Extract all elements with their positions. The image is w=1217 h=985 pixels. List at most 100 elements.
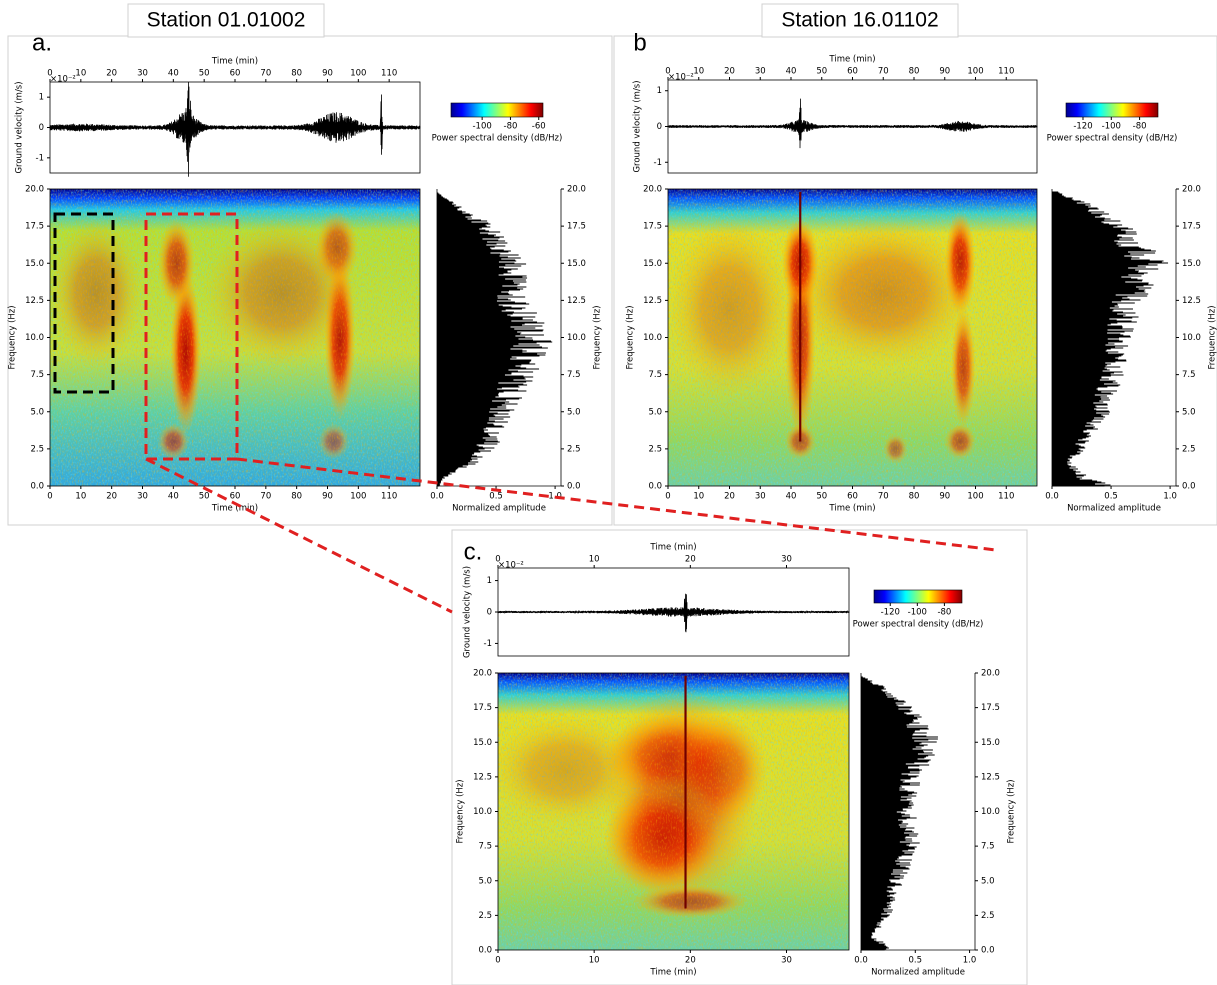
x-axis-label: Normalized amplitude (871, 968, 965, 978)
x-tick-label: 0 (495, 956, 500, 966)
y-tick-label: 0.0 (648, 482, 662, 492)
x-tick-label: 0 (495, 555, 500, 565)
y-axis-label: Frequency (Hz) (593, 305, 603, 369)
y-tick-label: 10.0 (643, 333, 662, 343)
x-tick-label: 100 (350, 492, 366, 502)
x-tick-label: 110 (381, 492, 397, 502)
y-tick-label: 7.5 (567, 370, 581, 380)
y-tick-label: 17.5 (25, 222, 44, 232)
y-tick-label: 7.5 (648, 370, 662, 380)
colorbar-tick-label: -100 (908, 608, 927, 618)
y-tick-label: 2.5 (1182, 444, 1196, 454)
y-tick-label: 12.5 (473, 772, 492, 782)
y-tick-label: 15.0 (567, 259, 586, 269)
highlight-box (53, 212, 115, 394)
y-tick-label: 20.0 (643, 185, 662, 195)
x-tick-label: 0 (665, 492, 670, 502)
x-tick-label: 20 (106, 492, 117, 502)
y-tick-label: 15.0 (643, 259, 662, 269)
y-tick-label: 12.5 (643, 296, 662, 306)
x-axis-label: Normalized amplitude (1067, 504, 1161, 514)
y-axis-label: Frequency (Hz) (1007, 779, 1017, 843)
x-tick-label: 30 (137, 69, 148, 79)
y-tick-label: 1 (657, 86, 662, 96)
zoom-line (145, 457, 453, 614)
x-axis-label: Time (min) (211, 57, 258, 67)
y-axis-label: Ground velocity (m/s) (463, 566, 473, 658)
panel-label: a. (32, 29, 52, 56)
y-tick-label: 2.5 (30, 444, 44, 454)
x-tick-label: 40 (168, 492, 179, 502)
y-tick-label: 1 (39, 93, 44, 103)
y-tick-label: 12.5 (981, 772, 1000, 782)
offset-label: ×10⁻² (50, 75, 76, 85)
y-tick-label: 2.5 (981, 911, 995, 921)
y-tick-label: 5.0 (567, 407, 581, 417)
colorbar-tick-label: -80 (1133, 122, 1147, 132)
x-axis-label: Normalized amplitude (452, 504, 546, 514)
colorbar-label: Power spectral density (dB/Hz) (432, 134, 563, 144)
y-tick-label: -1 (36, 153, 44, 163)
x-tick-label: 80 (291, 69, 302, 79)
y-tick-label: 0.0 (30, 482, 44, 492)
y-axis-label: Ground velocity (m/s) (633, 80, 643, 172)
x-tick-label: 0.0 (1045, 492, 1059, 502)
x-tick-label: 110 (381, 69, 397, 79)
highlight-box (144, 212, 239, 461)
x-tick-label: 30 (781, 956, 792, 966)
y-tick-label: 0.0 (1182, 482, 1196, 492)
amplitude-profile (861, 675, 938, 951)
x-tick-label: 50 (816, 67, 827, 77)
y-tick-label: -1 (484, 639, 492, 649)
x-tick-label: 0 (665, 67, 670, 77)
x-tick-label: 20 (685, 956, 696, 966)
spectrogram-noise (498, 673, 849, 950)
colorbar-label: Power spectral density (dB/Hz) (1047, 134, 1178, 144)
x-tick-label: 60 (847, 492, 858, 502)
x-tick-label: 30 (755, 67, 766, 77)
x-tick-label: 0.0 (854, 956, 868, 966)
colorbar (873, 589, 963, 604)
x-axis-label: Time (min) (828, 504, 875, 514)
x-tick-label: 60 (230, 69, 241, 79)
amplitude-profile (437, 191, 553, 487)
colorbar (450, 102, 544, 118)
x-axis-label: Time (min) (649, 968, 696, 978)
y-tick-label: 0 (39, 123, 44, 133)
y-tick-label: 20.0 (25, 185, 44, 195)
spectrogram-noise (668, 189, 1037, 486)
y-tick-label: 5.0 (30, 407, 44, 417)
x-tick-label: 70 (260, 492, 271, 502)
x-tick-label: 80 (291, 492, 302, 502)
y-tick-label: 10.0 (25, 333, 44, 343)
waveform (49, 81, 421, 177)
y-tick-label: -1 (654, 158, 662, 168)
y-tick-label: 2.5 (567, 444, 581, 454)
y-tick-label: 12.5 (1182, 296, 1201, 306)
x-tick-label: 10 (589, 555, 600, 565)
x-tick-label: 110 (998, 492, 1014, 502)
x-tick-label: 10 (589, 956, 600, 966)
y-tick-label: 12.5 (25, 296, 44, 306)
x-tick-label: 30 (755, 492, 766, 502)
station-title: Station 16.01102 (781, 9, 938, 32)
x-tick-label: 80 (909, 67, 920, 77)
x-tick-label: 0.5 (1104, 492, 1118, 502)
waveform (667, 98, 1038, 149)
offset-label: ×10⁻² (668, 73, 694, 83)
x-tick-label: 20 (724, 67, 735, 77)
x-tick-label: 0.5 (909, 956, 923, 966)
colorbar-tick-label: -80 (937, 608, 951, 618)
y-axis-label: Ground velocity (m/s) (15, 81, 25, 173)
x-tick-label: 0 (47, 69, 52, 79)
x-tick-label: 30 (781, 555, 792, 565)
y-tick-label: 17.5 (473, 703, 492, 713)
y-tick-label: 10.0 (567, 333, 586, 343)
y-tick-label: 7.5 (1182, 370, 1196, 380)
x-tick-label: 110 (998, 67, 1014, 77)
offset-label: ×10⁻² (498, 561, 524, 571)
y-tick-label: 17.5 (567, 222, 586, 232)
y-tick-label: 10.0 (981, 807, 1000, 817)
annotations (53, 212, 997, 614)
y-tick-label: 0 (487, 608, 492, 618)
